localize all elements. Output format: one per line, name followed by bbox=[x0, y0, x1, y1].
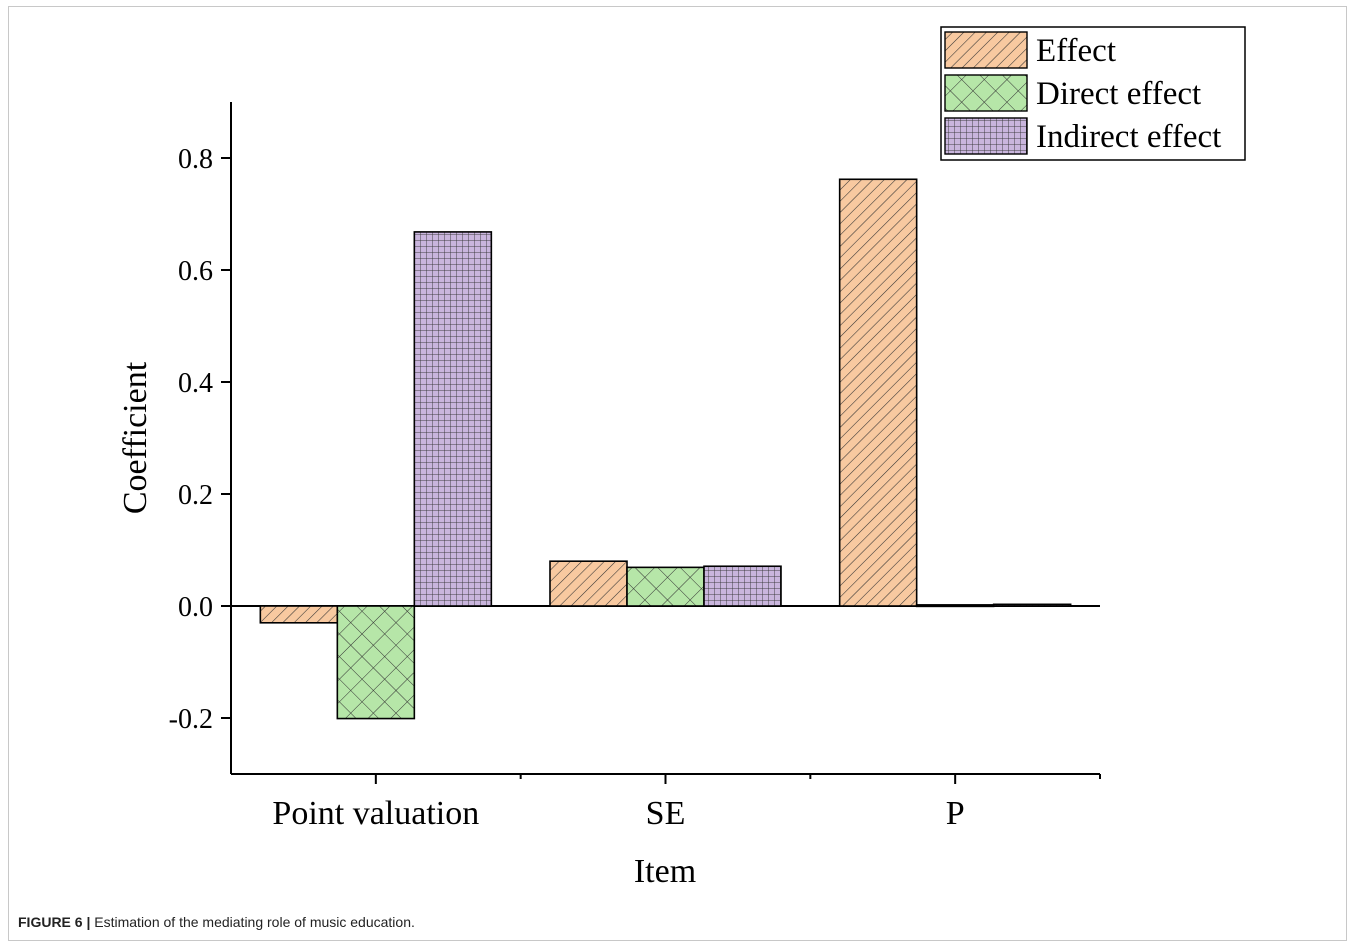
bar bbox=[549, 560, 628, 607]
bar bbox=[626, 566, 705, 607]
legend-label: Effect bbox=[1036, 33, 1116, 69]
y-tick-label: 0.4 bbox=[178, 368, 213, 399]
bar bbox=[336, 605, 416, 720]
x-axis-label: Item bbox=[634, 853, 696, 890]
y-tick-label: 0.0 bbox=[178, 592, 213, 623]
legend-label: Indirect effect bbox=[1036, 119, 1221, 155]
figure-caption-text: Estimation of the mediating role of musi… bbox=[94, 914, 415, 930]
bar bbox=[703, 565, 782, 607]
bar bbox=[838, 178, 918, 607]
y-tick-label: -0.2 bbox=[169, 704, 213, 735]
bar bbox=[259, 605, 339, 624]
figure-caption: FIGURE 6 | Estimation of the mediating r… bbox=[18, 914, 415, 930]
y-tick-label: 0.8 bbox=[178, 144, 213, 175]
bars bbox=[259, 178, 1072, 720]
bar-chart: -0.2 0.0 0.2 0.4 0.6 0.8 Point valuation SE P Ef… bbox=[117, 26, 1246, 890]
bar bbox=[413, 231, 493, 607]
x-tick-label: SE bbox=[646, 795, 686, 832]
legend-swatch bbox=[944, 117, 1028, 155]
bar bbox=[992, 603, 1072, 607]
x-tick-label: P bbox=[946, 795, 965, 832]
legend: Effect Direct effect Indirect effect bbox=[940, 26, 1246, 161]
legend-swatch bbox=[944, 31, 1028, 69]
legend-swatch bbox=[944, 74, 1028, 112]
y-tick-label: 0.2 bbox=[178, 480, 213, 511]
bar bbox=[915, 604, 995, 608]
figure-caption-label: FIGURE 6 | bbox=[18, 914, 91, 930]
y-axis-label: Coefficient bbox=[117, 361, 154, 514]
legend-label: Direct effect bbox=[1036, 76, 1201, 112]
x-tick-label: Point valuation bbox=[272, 795, 479, 832]
y-tick-label: 0.6 bbox=[178, 256, 213, 287]
tick-labels: -0.2 0.0 0.2 0.4 0.6 0.8 Point valuation SE P bbox=[169, 144, 965, 832]
